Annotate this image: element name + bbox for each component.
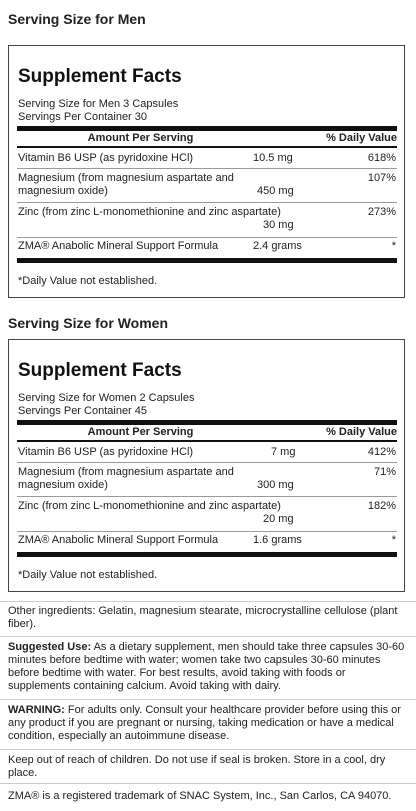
men-row-mg-amount: 450 mg	[257, 185, 294, 197]
row-rule	[17, 168, 397, 169]
men-servings-per-container: Servings Per Container 30	[18, 111, 148, 123]
row-rule	[17, 202, 397, 203]
trademark-notice: ZMA® is a registered trademark of SNAC S…	[8, 790, 392, 802]
row-rule	[17, 462, 397, 463]
women-row-b6-name: Vitamin B6 USP (as pyridoxine HCl)	[18, 446, 194, 458]
divider	[0, 601, 416, 602]
men-footnote: *Daily Value not established.	[18, 275, 158, 287]
suggested-use-text: As a dietary supplement, men should take…	[8, 641, 405, 692]
warning-label: WARNING:	[8, 704, 65, 716]
warning-text: For adults only. Consult your healthcare…	[8, 704, 401, 742]
women-facts-panel: Supplement Facts Serving Size for Women …	[8, 339, 405, 592]
divider	[0, 749, 416, 750]
header-rule	[17, 146, 397, 148]
thick-rule	[17, 552, 397, 557]
women-serving-size: Serving Size for Women 2 Capsules	[18, 392, 195, 404]
divider	[0, 699, 416, 700]
men-row-mg-dv: 107%	[367, 172, 396, 184]
row-rule	[17, 531, 397, 532]
women-row-mg-name-cont: magnesium oxide)	[18, 479, 108, 491]
divider	[0, 636, 416, 637]
women-row-zma-name: ZMA® Anabolic Mineral Support Formula	[18, 534, 219, 546]
suggested-use: Suggested Use: As a dietary supplement, …	[8, 641, 408, 693]
suggested-use-label: Suggested Use:	[8, 641, 92, 653]
men-section-title: Serving Size for Men	[8, 11, 146, 27]
men-facts-panel: Supplement Facts Serving Size for Men 3 …	[8, 45, 405, 298]
men-row-b6-dv: 618%	[367, 152, 396, 164]
men-row-b6-amount: 10.5 mg	[253, 152, 293, 164]
header-rule	[17, 440, 397, 442]
col-dv-header: % Daily Value	[326, 132, 397, 144]
men-row-zma-dv: *	[391, 240, 396, 252]
men-row-mg-name-cont: magnesium oxide)	[18, 185, 108, 197]
women-row-mg-dv: 71%	[373, 466, 396, 478]
women-row-b6-dv: 412%	[367, 446, 396, 458]
men-row-zn-amount: 30 mg	[263, 219, 294, 231]
thick-rule	[17, 258, 397, 263]
thick-rule	[17, 126, 397, 131]
men-row-zma-name: ZMA® Anabolic Mineral Support Formula	[18, 240, 219, 252]
men-row-b6-name: Vitamin B6 USP (as pyridoxine HCl)	[18, 152, 194, 164]
men-row-zma-amount: 2.4 grams	[253, 240, 302, 252]
divider	[0, 783, 416, 784]
women-row-mg-amount: 300 mg	[257, 479, 294, 491]
men-row-zn-name: Zinc (from zinc L-monomethionine and zin…	[18, 206, 281, 218]
women-row-zma-amount: 1.6 grams	[253, 534, 302, 546]
women-footnote: *Daily Value not established.	[18, 569, 158, 581]
warning: WARNING: For adults only. Consult your h…	[8, 704, 408, 743]
women-row-zn-amount: 20 mg	[263, 513, 294, 525]
men-row-mg-name: Magnesium (from magnesium aspartate and	[18, 172, 234, 184]
women-row-zma-dv: *	[391, 534, 396, 546]
storage-instructions: Keep out of reach of children. Do not us…	[8, 754, 386, 779]
women-row-zn-name: Zinc (from zinc L-monomethionine and zin…	[18, 500, 281, 512]
men-serving-size: Serving Size for Men 3 Capsules	[18, 98, 179, 110]
col-dv-header: % Daily Value	[326, 426, 397, 438]
women-facts-title: Supplement Facts	[18, 360, 182, 381]
women-row-b6-amount: 7 mg	[271, 446, 296, 458]
men-facts-title: Supplement Facts	[18, 66, 182, 87]
col-amount-header: Amount Per Serving	[87, 426, 194, 438]
women-row-mg-name: Magnesium (from magnesium aspartate and	[18, 466, 234, 478]
women-row-zn-dv: 182%	[367, 500, 396, 512]
women-servings-per-container: Servings Per Container 45	[18, 405, 148, 417]
men-row-zn-dv: 273%	[367, 206, 396, 218]
row-rule	[17, 496, 397, 497]
col-amount-header: Amount Per Serving	[87, 132, 194, 144]
thick-rule	[17, 420, 397, 425]
other-ingredients: Other ingredients: Gelatin, magnesium st…	[8, 605, 398, 630]
women-column-header: Amount Per Serving % Daily Value	[17, 426, 397, 440]
men-column-header: Amount Per Serving % Daily Value	[17, 132, 397, 146]
row-rule	[17, 237, 397, 238]
women-section-title: Serving Size for Women	[8, 315, 168, 331]
